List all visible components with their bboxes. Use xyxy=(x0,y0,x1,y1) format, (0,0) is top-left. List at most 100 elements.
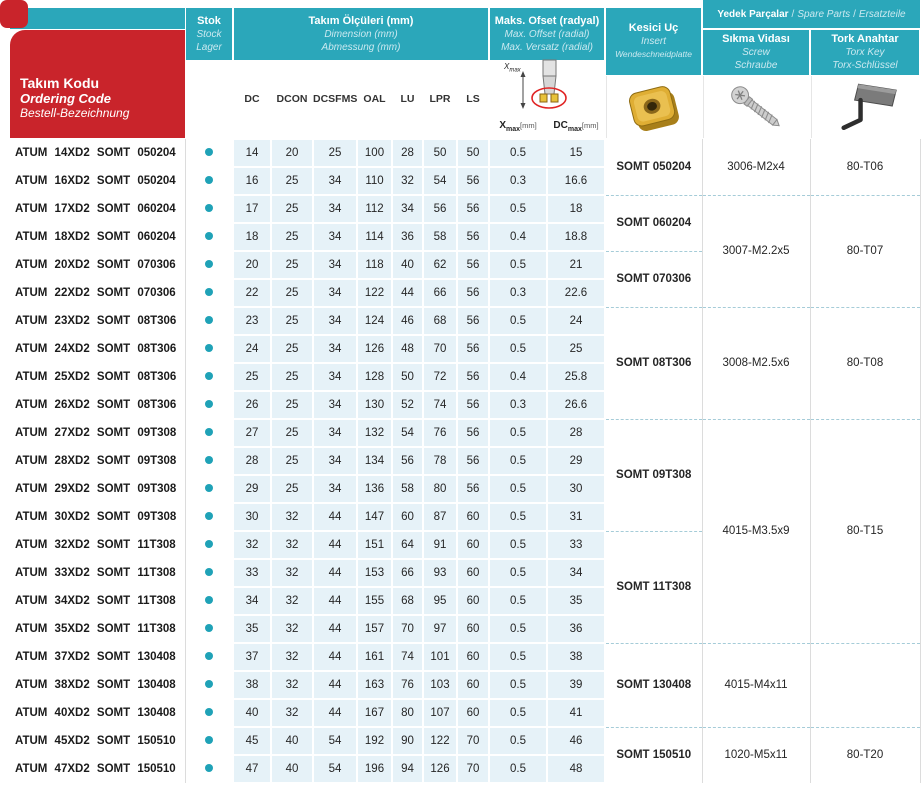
lu-cell: 54 xyxy=(391,418,424,448)
dcsfms-cell: 25 xyxy=(312,138,358,168)
table-row: ATUM 14XD2 SOMT 050204 14 20 25 100 28 5… xyxy=(10,138,921,196)
xmax-cell: 0.5 xyxy=(488,418,548,448)
dc-cell: 14 xyxy=(232,138,272,168)
stock-cell xyxy=(185,223,234,251)
table-row: ATUM 24XD2 SOMT 08T306 24 25 34 126 48 7… xyxy=(10,334,920,364)
ls-cell: 56 xyxy=(456,390,490,420)
dcsfms-cell: 44 xyxy=(312,558,358,588)
lu-cell: 48 xyxy=(391,334,424,364)
tool-code-cell: ATUM 30XD2 SOMT 09T308 xyxy=(10,503,186,531)
dcmax-cell: 41 xyxy=(546,698,606,728)
col-label-dc: DC xyxy=(244,93,260,105)
stock-cell xyxy=(185,167,234,195)
lu-cell: 34 xyxy=(391,194,424,224)
xmax-cell: 0.3 xyxy=(488,166,548,196)
oal-cell: 155 xyxy=(356,586,393,616)
stock-dot-icon xyxy=(204,456,213,464)
stock-cell xyxy=(185,587,234,615)
dcmax-cell: 28 xyxy=(546,418,606,448)
stock-dot-icon xyxy=(204,568,213,576)
dcsfms-cell: 44 xyxy=(312,642,358,672)
xmax-cell: 0.5 xyxy=(488,670,548,700)
oal-cell: 163 xyxy=(356,670,393,700)
lpr-cell: 80 xyxy=(422,474,458,504)
dcsfms-cell: 34 xyxy=(312,446,358,476)
dcsfms-cell: 34 xyxy=(312,278,358,308)
stock-dot-icon xyxy=(204,624,213,632)
lu-cell: 46 xyxy=(391,306,424,336)
stock-dot-icon xyxy=(204,596,213,604)
oal-cell: 130 xyxy=(356,390,393,420)
ls-cell: 56 xyxy=(456,166,490,196)
dcmax-cell: 30 xyxy=(546,474,606,504)
lpr-cell: 126 xyxy=(422,754,458,784)
ls-cell: 56 xyxy=(456,278,490,308)
screw-group-cell: 3008-M2.5x6 xyxy=(701,307,810,420)
dcsfms-cell: 34 xyxy=(312,306,358,336)
col-label-lpr: LPR xyxy=(429,93,451,105)
xmax-cell: 0.5 xyxy=(488,138,548,168)
torx-group-cell: 80-T15 xyxy=(809,419,921,644)
ls-cell: 50 xyxy=(456,138,490,168)
table-row: ATUM 23XD2 SOMT 08T306 23 25 34 124 46 6… xyxy=(10,306,921,420)
dc-cell: 38 xyxy=(232,670,272,700)
dcon-cell: 32 xyxy=(270,670,314,700)
table-row: ATUM 45XD2 SOMT 150510 45 40 54 192 90 1… xyxy=(10,726,921,783)
lpr-cell: 54 xyxy=(422,166,458,196)
dc-cell: 45 xyxy=(232,726,272,756)
offset-column-labels: Xmax[mm] DCmax[mm] xyxy=(489,114,605,138)
lpr-cell: 58 xyxy=(422,222,458,252)
dcsfms-cell: 34 xyxy=(312,334,358,364)
ordering-code-header: Takım Kodu Ordering Code Bestell-Bezeich… xyxy=(10,30,185,138)
dc-cell: 18 xyxy=(232,222,272,252)
stock-dot-icon xyxy=(204,232,213,240)
tool-code-cell: ATUM 38XD2 SOMT 130408 xyxy=(10,671,186,699)
header-left-strip xyxy=(10,8,185,29)
tool-code-cell: ATUM 23XD2 SOMT 08T306 xyxy=(10,307,186,335)
table-row: ATUM 20XD2 SOMT 070306 20 25 34 118 40 6… xyxy=(10,250,920,308)
tool-code-cell: ATUM 20XD2 SOMT 070306 xyxy=(10,251,186,279)
stock-dot-icon xyxy=(204,652,213,660)
oal-cell: 114 xyxy=(356,222,393,252)
table-row: ATUM 37XD2 SOMT 130408 37 32 44 161 74 1… xyxy=(10,642,921,728)
lu-cell: 58 xyxy=(391,474,424,504)
dc-cell: 16 xyxy=(232,166,272,196)
dcmax-cell: 18 xyxy=(546,194,606,224)
dcon-cell: 25 xyxy=(270,278,314,308)
stock-dot-icon xyxy=(204,316,213,324)
dcmax-cell: 15 xyxy=(546,138,606,168)
dcmax-cell: 38 xyxy=(546,642,606,672)
lpr-cell: 72 xyxy=(422,362,458,392)
dcon-cell: 32 xyxy=(270,530,314,560)
oal-cell: 147 xyxy=(356,502,393,532)
torx-key-icon xyxy=(841,83,897,130)
dcon-cell: 32 xyxy=(270,558,314,588)
lpr-cell: 101 xyxy=(422,642,458,672)
lpr-cell: 76 xyxy=(422,418,458,448)
lpr-cell: 78 xyxy=(422,446,458,476)
col-label-dcon: DCON xyxy=(276,93,308,105)
torx-group-cell xyxy=(809,643,921,728)
xmax-cell: 0.5 xyxy=(488,754,548,784)
stock-dot-icon xyxy=(204,288,213,296)
dc-cell: 23 xyxy=(232,306,272,336)
dcon-cell: 40 xyxy=(270,726,314,756)
stock-dot-icon xyxy=(204,764,213,772)
ordering-code-title-de: Bestell-Bezeichnung xyxy=(20,105,130,120)
dcon-cell: 25 xyxy=(270,194,314,224)
table-row: ATUM 28XD2 SOMT 09T308 28 25 34 134 56 7… xyxy=(10,446,920,476)
dcmax-cell: 25 xyxy=(546,334,606,364)
col-label-lu: LU xyxy=(400,93,415,105)
torx-group-cell: 80-T07 xyxy=(809,195,921,308)
insert-group-cell: SOMT 130408 xyxy=(604,643,702,728)
tool-code-cell: ATUM 14XD2 SOMT 050204 xyxy=(10,139,186,167)
dcsfms-cell: 44 xyxy=(312,698,358,728)
stock-dot-icon xyxy=(204,148,213,156)
screw-group-cell: 4015-M4x11 xyxy=(701,643,810,728)
lu-cell: 56 xyxy=(391,446,424,476)
insert-group-cell: SOMT 09T308 xyxy=(604,419,702,532)
tool-code-cell: ATUM 17XD2 SOMT 060204 xyxy=(10,195,186,223)
stock-dot-icon xyxy=(204,260,213,268)
dc-cell: 28 xyxy=(232,446,272,476)
oal-cell: 153 xyxy=(356,558,393,588)
